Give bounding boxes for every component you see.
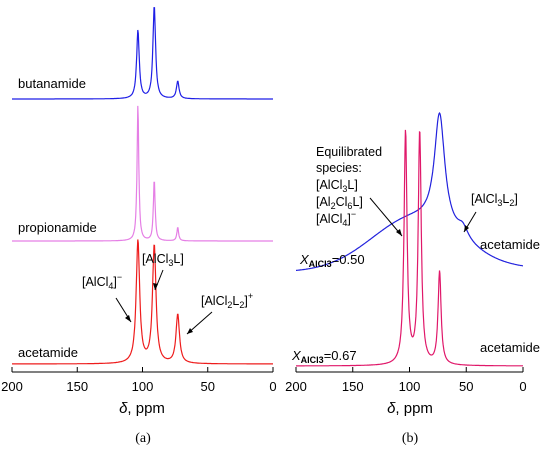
panel-a: butanamide propionamide acetamide [AlCl4… <box>1 7 277 446</box>
svg-text:[Al2Cl6L]: [Al2Cl6L] <box>316 195 363 211</box>
svg-text:Equilibrated: Equilibrated <box>316 145 382 159</box>
x-tick-label: 200 <box>1 379 23 394</box>
x-tick-label: 200 <box>285 379 307 394</box>
series-label-acetamide-067: acetamide <box>480 340 540 355</box>
annotation-alcl3l: [AlCl3L] <box>142 252 184 268</box>
series-label-acetamide-050: acetamide <box>480 237 540 252</box>
annotation-alcl2l2: [AlCl2L2]+ <box>201 291 253 310</box>
x-tick-label: 150 <box>66 379 88 394</box>
x-tick-label: 100 <box>399 379 421 394</box>
acetamide-050-spectrum <box>296 112 523 271</box>
butanamide-spectrum <box>12 7 273 100</box>
panel-b: XAlCl3=0.50 acetamide XAlCl3=0.67 acetam… <box>285 112 540 446</box>
annotation-alcl3l2: [AlCl3L2] <box>471 192 518 208</box>
x-tick-label: 50 <box>459 379 473 394</box>
x-axis-title-a: δ, ppm <box>119 400 165 417</box>
annotation-alcl4: [AlCl4]− <box>82 272 122 291</box>
arrowhead-equilibrated <box>396 229 402 236</box>
x-tick-label: 50 <box>201 379 215 394</box>
x-tick-label: 0 <box>519 379 526 394</box>
series-label-acetamide: acetamide <box>18 345 78 360</box>
arrow-equilibrated <box>369 197 403 237</box>
svg-text:species:: species: <box>316 161 362 175</box>
acetamide-067-spectrum <box>296 129 523 367</box>
series-label-x067: XAlCl3=0.67 <box>291 348 357 365</box>
x-tick-label: 150 <box>342 379 364 394</box>
x-ticks-a: 200 150 100 50 0 <box>1 367 277 394</box>
svg-text:[AlCl4]−: [AlCl4]− <box>316 209 356 228</box>
acetamide-spectrum <box>12 239 273 365</box>
propionamide-spectrum <box>12 105 273 242</box>
annotation-equilibrated-species: Equilibrated species: [AlCl3L] [Al2Cl6L]… <box>316 145 403 237</box>
series-label-butanamide: butanamide <box>18 76 86 91</box>
panel-label-b: (b) <box>402 431 419 446</box>
series-label-x050: XAlCl3=0.50 <box>299 252 365 269</box>
x-ticks-b: 200 150 100 50 0 <box>285 367 527 394</box>
svg-text:[AlCl3L]: [AlCl3L] <box>316 178 358 194</box>
arrowhead-alcl2l2 <box>187 328 193 334</box>
arrowhead-alcl4 <box>125 315 131 322</box>
arrowhead-alcl3l <box>153 283 158 290</box>
series-label-propionamide: propionamide <box>18 220 97 235</box>
arrowhead-alcl3l2 <box>464 225 469 232</box>
panel-label-a: (a) <box>135 431 151 446</box>
x-tick-label: 0 <box>269 379 276 394</box>
x-axis-title-b: δ, ppm <box>387 400 433 417</box>
x-tick-label: 100 <box>132 379 154 394</box>
